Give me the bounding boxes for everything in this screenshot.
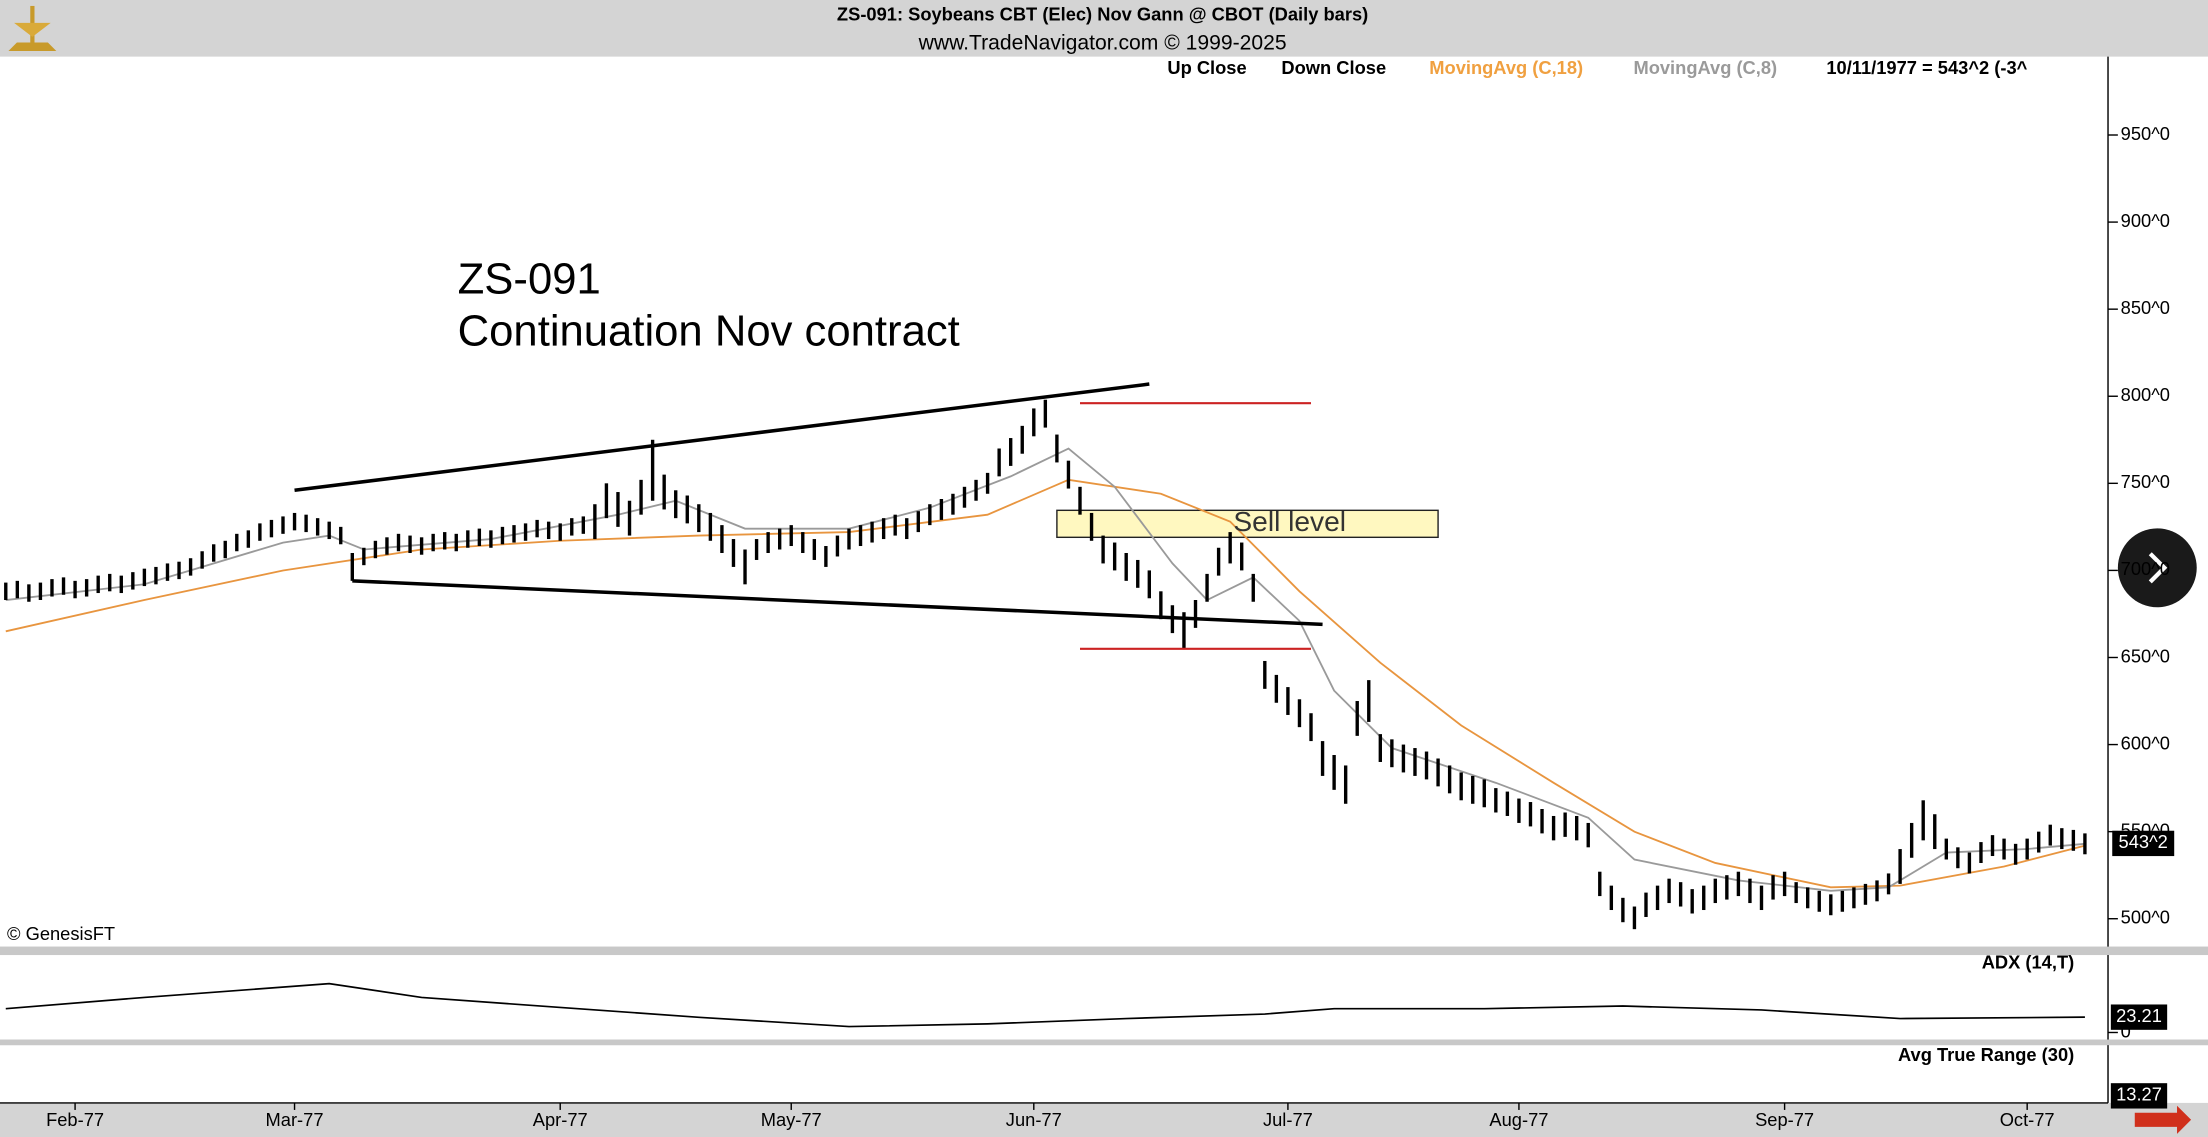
logo <box>8 5 57 51</box>
legend-item: Down Close <box>1281 57 1386 78</box>
pane-title: ADX (14,T) <box>1982 951 2075 972</box>
x-tick-label: Oct-77 <box>2000 1109 2055 1130</box>
copyright: © GenesisFT <box>7 923 115 944</box>
next-button[interactable] <box>2117 528 2197 608</box>
annotation-text: ZS-091 <box>458 254 601 303</box>
legend-item: MovingAvg (C,8) <box>1633 57 1777 78</box>
y-tick-label: 0 <box>2121 1020 2131 1041</box>
last-value-box <box>2110 1004 2168 1030</box>
pane-separator <box>0 1039 2208 1046</box>
pane-separator <box>0 946 2208 956</box>
sell-zone <box>1056 509 1439 539</box>
zone-label: Sell level <box>1233 506 1346 537</box>
y-tick-label: 850^0 <box>2121 297 2170 318</box>
x-tick-label: Apr-77 <box>533 1109 588 1130</box>
y-tick-label: 900^0 <box>2121 210 2170 231</box>
scroll-arrow[interactable] <box>2134 1105 2192 1134</box>
last-price-label: 543^2 <box>2119 831 2168 852</box>
x-tick-label: May-77 <box>761 1109 822 1130</box>
x-tick-label: Jul-77 <box>1263 1109 1313 1130</box>
last-price-box <box>2112 830 2175 857</box>
last-value-label: 13.27 <box>2116 1084 2162 1105</box>
status-readout: 10/11/1977 = 543^2 (-3^ <box>1826 57 2027 78</box>
annotation-text: Continuation Nov contract <box>458 307 960 356</box>
adx-pane <box>0 955 2208 1040</box>
trendline <box>352 579 1323 627</box>
y-tick-label: 750^0 <box>2121 471 2170 492</box>
y-tick-label: 800^0 <box>2121 384 2170 405</box>
y-tick-label: 700^0 <box>2121 558 2170 579</box>
chart-subtitle: www.TradeNavigator.com © 1999-2025 <box>918 32 1287 55</box>
trendline <box>294 382 1150 493</box>
x-tick-label: Sep-77 <box>1755 1109 1814 1130</box>
y-tick-label: 500^0 <box>2121 907 2170 928</box>
last-value-box <box>2110 1083 2168 1109</box>
indicator-line <box>5 982 2085 1028</box>
last-value-label: 23.21 <box>2116 1005 2162 1026</box>
chart-title: ZS-091: Soybeans CBT (Elec) Nov Gann @ C… <box>837 4 1368 25</box>
x-tick-label: Jun-77 <box>1006 1109 1062 1130</box>
price-pane <box>0 56 2208 947</box>
legend-item: MovingAvg (C,18) <box>1429 57 1583 78</box>
moving-average <box>5 447 2086 892</box>
x-tick-label: Aug-77 <box>1489 1109 1548 1130</box>
y-tick-label: 650^0 <box>2121 645 2170 666</box>
pane-title: Avg True Range (30) <box>1898 1044 2074 1065</box>
legend-item: Up Close <box>1167 57 1246 78</box>
x-tick-label: Mar-77 <box>266 1109 324 1130</box>
y-tick-label: 950^0 <box>2121 123 2170 144</box>
atr-pane <box>0 1045 2208 1103</box>
x-tick-label: Feb-77 <box>46 1109 104 1130</box>
y-tick-label: 600^0 <box>2121 732 2170 753</box>
